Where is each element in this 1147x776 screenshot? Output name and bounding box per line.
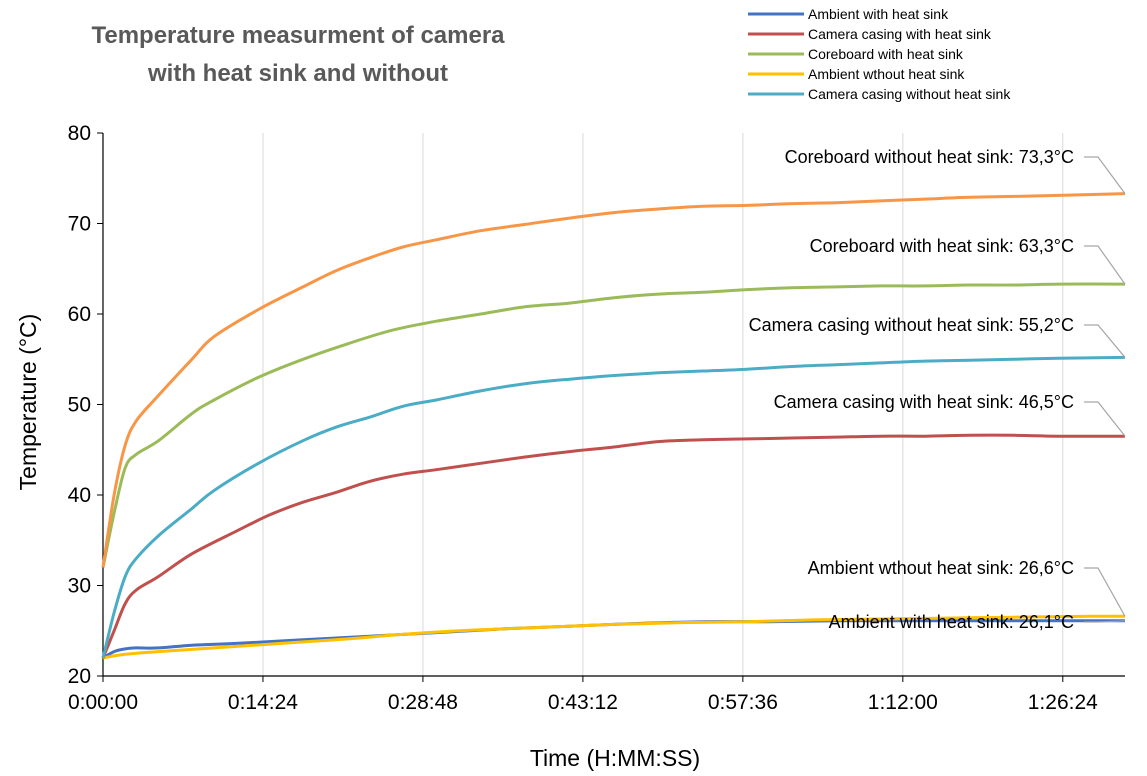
x-tick-label: 1:26:24 [1028,691,1098,714]
y-tick-label: 60 [68,303,91,326]
series-lines [101,192,1126,660]
leader-line [1084,620,1126,623]
end-value-label: Ambient with heat sink: 26,1°C [829,612,1074,632]
y-tick-label: 50 [68,394,91,417]
x-tick-label: 1:12:00 [868,691,938,714]
tick-labels: 0:00:00 0:14:24 0:28:48 0:43:12 0:57:36 1:12:… [68,122,1098,714]
gridlines [262,133,1064,676]
x-axis-title: Time (H:MM:SS) [530,745,700,771]
x-tick-label: 0:43:12 [548,691,618,714]
leader-line [1084,245,1126,285]
chart-title-line1: Temperature measurment of camera [91,22,505,49]
leader-line [1084,567,1126,617]
series-line-coreboard_with [101,282,1126,568]
legend-item-label: Ambient with heat sink [808,6,949,22]
x-tick-label: 0:00:00 [68,691,138,714]
legend-item-label: Ambient wthout heat sink [808,66,965,82]
end-value-label: Ambient wthout heat sink: 26,6°C [808,558,1074,578]
leader-line [1084,324,1126,358]
end-value-label: Coreboard with heat sink: 63,3°C [810,236,1074,256]
y-tick-label: 80 [68,122,91,145]
legend-item-label: Camera casing without heat sink [808,86,1011,102]
y-axis-title: Temperature (°C) [15,314,41,491]
legend-item-label: Coreboard with heat sink [808,46,964,62]
legend-item-label: Camera casing with heat sink [808,26,992,42]
series-line-casing_with [101,433,1126,659]
chart-title-line2: with heat sink and without [147,60,448,87]
y-tick-label: 40 [68,484,91,507]
end-value-label: Camera casing with heat sink: 46,5°C [774,392,1074,412]
x-tick-label: 0:14:24 [228,691,298,714]
y-tick-label: 70 [68,213,91,236]
series-line-coreboard_without [101,192,1126,568]
series-line-ambient_without [102,614,1126,660]
leader-line [1084,401,1126,437]
x-tick-label: 0:28:48 [388,691,458,714]
end-value-label: Camera casing without heat sink: 55,2°C [749,315,1074,335]
x-tick-label: 0:57:36 [708,691,778,714]
series-line-casing_without [101,355,1126,659]
leader-line [1084,156,1126,194]
legend: Ambient with heat sink Camera casing with… [748,6,1011,102]
end-value-label: Coreboard without heat sink: 73,3°C [785,147,1074,167]
end-annotations: Coreboard without heat sink: 73,3°C Coreb… [749,147,1126,632]
y-tick-label: 30 [68,575,91,598]
y-tick-label: 20 [68,665,91,688]
axes [97,132,1125,682]
